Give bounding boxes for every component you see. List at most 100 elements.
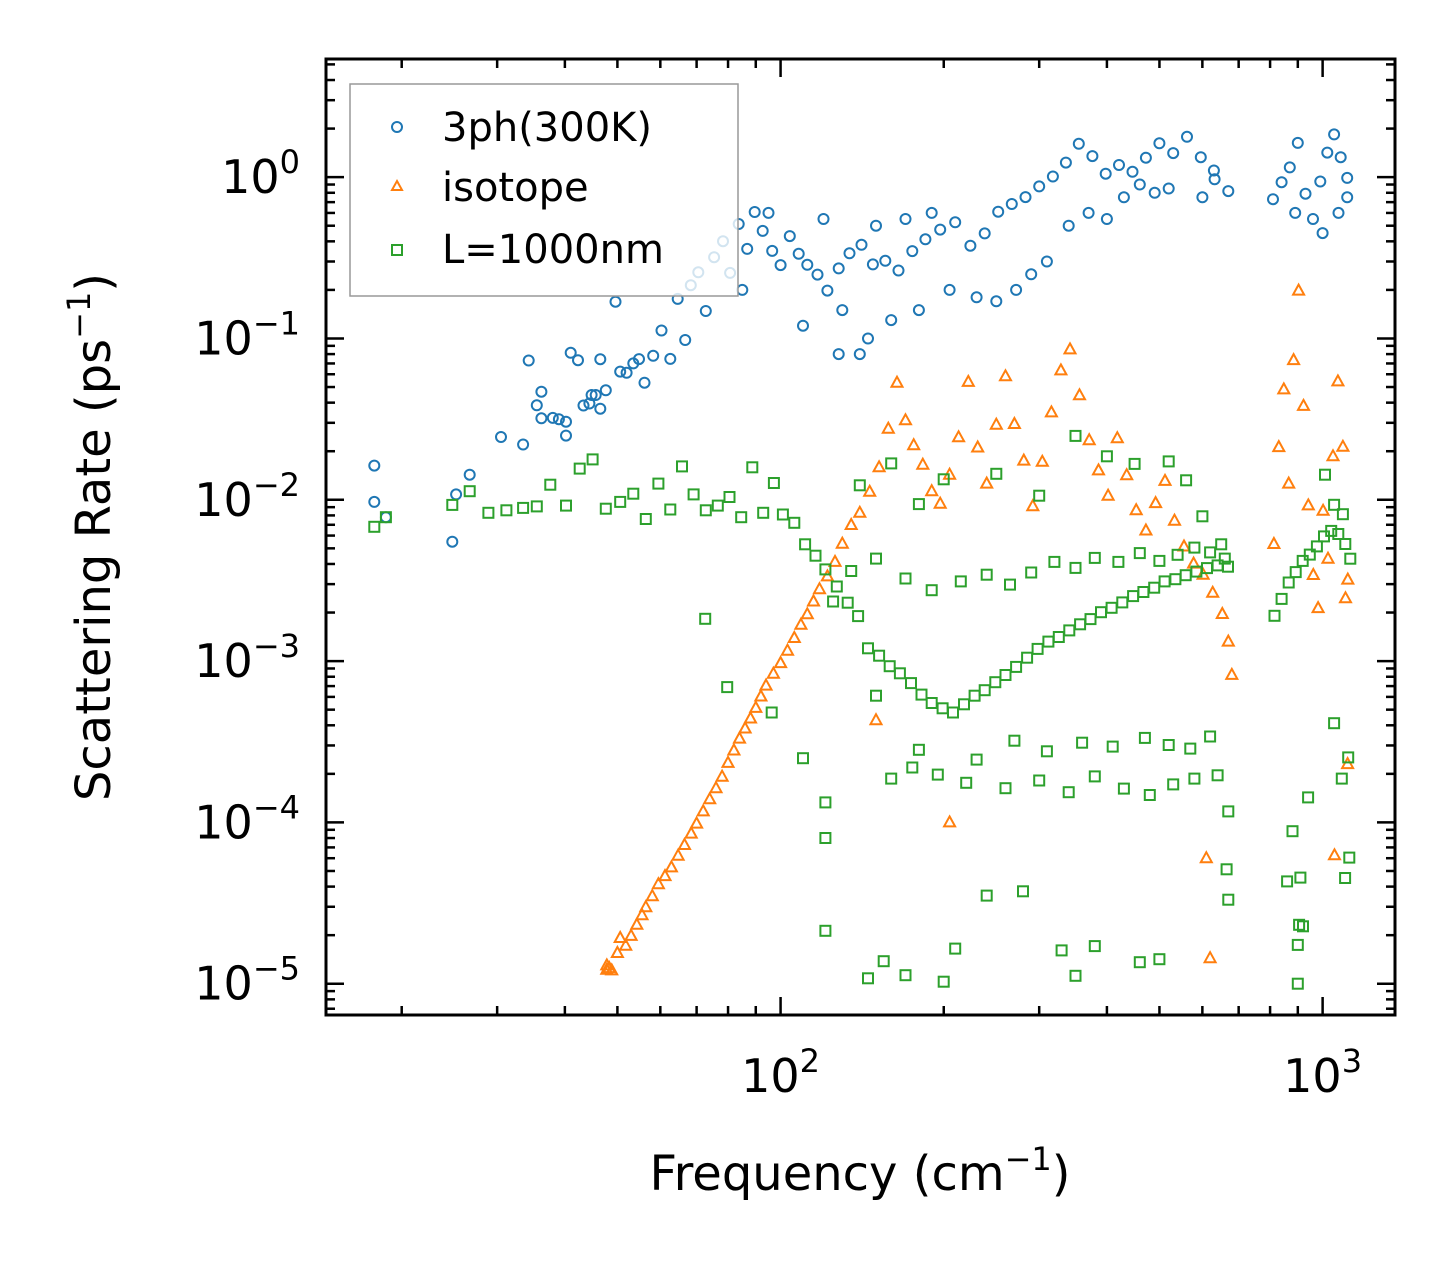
point-circle-107 [1010, 283, 1023, 296]
point-square-126 [870, 552, 882, 565]
point-square-8 [544, 478, 557, 491]
point-square-161 [1076, 736, 1089, 749]
x-tick-label: 102 [741, 1042, 820, 1103]
point-square-98 [1088, 940, 1101, 953]
point-square-120 [1343, 851, 1356, 864]
point-triangle-99 [1335, 438, 1351, 452]
point-triangle-101 [868, 712, 884, 726]
point-square-163 [1138, 731, 1151, 744]
point-square-43 [947, 706, 959, 719]
point-circle-31 [647, 349, 660, 362]
point-circle-78 [1167, 147, 1180, 160]
point-square-51 [1031, 642, 1044, 655]
legend-marker-isotope [390, 178, 404, 191]
point-square-158 [970, 753, 983, 766]
point-circle-7 [517, 438, 530, 451]
point-triangle-8 [629, 916, 644, 930]
point-triangle-103 [1199, 850, 1214, 864]
point-circle-120 [1316, 227, 1329, 240]
point-square-92 [937, 975, 950, 988]
point-square-137 [1133, 547, 1146, 560]
point-square-16 [652, 477, 665, 490]
point-square-139 [1171, 548, 1184, 561]
point-circle-55 [855, 238, 868, 251]
point-square-107 [853, 479, 866, 492]
point-square-95 [1017, 885, 1029, 898]
point-triangle-89 [1286, 352, 1301, 366]
point-circle-54 [843, 247, 856, 260]
point-square-149 [1062, 786, 1075, 799]
point-triangle-4 [610, 944, 625, 958]
point-triangle-94 [1310, 600, 1326, 614]
point-triangle-13 [657, 868, 673, 882]
point-square-124 [827, 595, 840, 608]
point-triangle-30 [758, 677, 774, 691]
point-circle-49 [792, 247, 805, 260]
point-triangle-81 [1205, 584, 1220, 598]
point-circle-77 [1153, 137, 1166, 150]
point-square-144 [906, 761, 919, 774]
point-circle-12 [546, 411, 559, 424]
point-square-19 [687, 488, 700, 501]
point-triangle-26 [737, 720, 753, 734]
point-square-169 [1222, 893, 1235, 906]
point-circle-95 [817, 213, 830, 225]
point-square-133 [1048, 555, 1061, 568]
point-triangle-7 [623, 927, 639, 941]
point-square-74 [1296, 554, 1309, 567]
point-square-36 [873, 649, 886, 662]
point-square-82 [699, 612, 712, 625]
point-triangle-27 [743, 710, 758, 724]
point-circle-68 [1033, 180, 1046, 193]
point-circle-9 [530, 399, 543, 412]
point-triangle-63 [1035, 453, 1050, 467]
point-square-15 [639, 513, 652, 525]
point-triangle-65 [1053, 362, 1069, 376]
point-triangle-47 [889, 374, 905, 388]
point-triangle-37 [806, 593, 821, 607]
point-circle-76 [1139, 151, 1152, 164]
point-circle-124 [832, 348, 845, 361]
point-triangle-86 [1271, 439, 1286, 453]
point-square-166 [1204, 730, 1217, 743]
point-square-69 [1222, 560, 1234, 573]
point-circle-18 [577, 399, 590, 412]
point-triangle-32 [773, 655, 788, 669]
point-triangle-3 [604, 962, 619, 976]
point-circle-117 [1196, 191, 1209, 204]
point-square-156 [870, 689, 882, 702]
point-square-132 [1025, 566, 1038, 579]
point-triangle-44 [862, 483, 877, 497]
point-square-99 [1133, 956, 1146, 969]
point-triangle-5 [613, 929, 628, 943]
point-square-47 [989, 676, 1002, 689]
point-square-85 [797, 752, 809, 765]
point-square-131 [1004, 578, 1016, 591]
point-circle-6 [495, 431, 507, 443]
point-circle-24 [599, 384, 612, 397]
point-square-152 [1143, 789, 1156, 801]
point-square-134 [1069, 561, 1082, 574]
point-circle-63 [964, 239, 977, 252]
point-circle-14 [560, 415, 572, 428]
point-square-20 [699, 504, 712, 517]
point-square-37 [883, 660, 896, 673]
point-square-168 [1220, 863, 1233, 876]
point-circle-1 [368, 495, 381, 508]
point-circle-46 [766, 244, 779, 257]
point-triangle-19 [696, 803, 711, 817]
point-square-100 [1153, 953, 1166, 966]
point-circle-112 [1100, 213, 1113, 225]
point-circle-71 [1072, 137, 1085, 150]
y-tick-label: 10−4 [194, 788, 300, 849]
point-circle-106 [990, 295, 1003, 308]
point-circle-32 [655, 324, 668, 337]
point-triangle-16 [677, 836, 692, 850]
point-square-79 [1332, 528, 1345, 540]
point-triangle-49 [906, 437, 921, 451]
point-circle-70 [1059, 156, 1072, 169]
point-square-142 [1218, 552, 1231, 565]
point-square-105 [912, 498, 925, 511]
point-square-53 [1052, 631, 1065, 643]
point-square-14 [627, 487, 640, 500]
